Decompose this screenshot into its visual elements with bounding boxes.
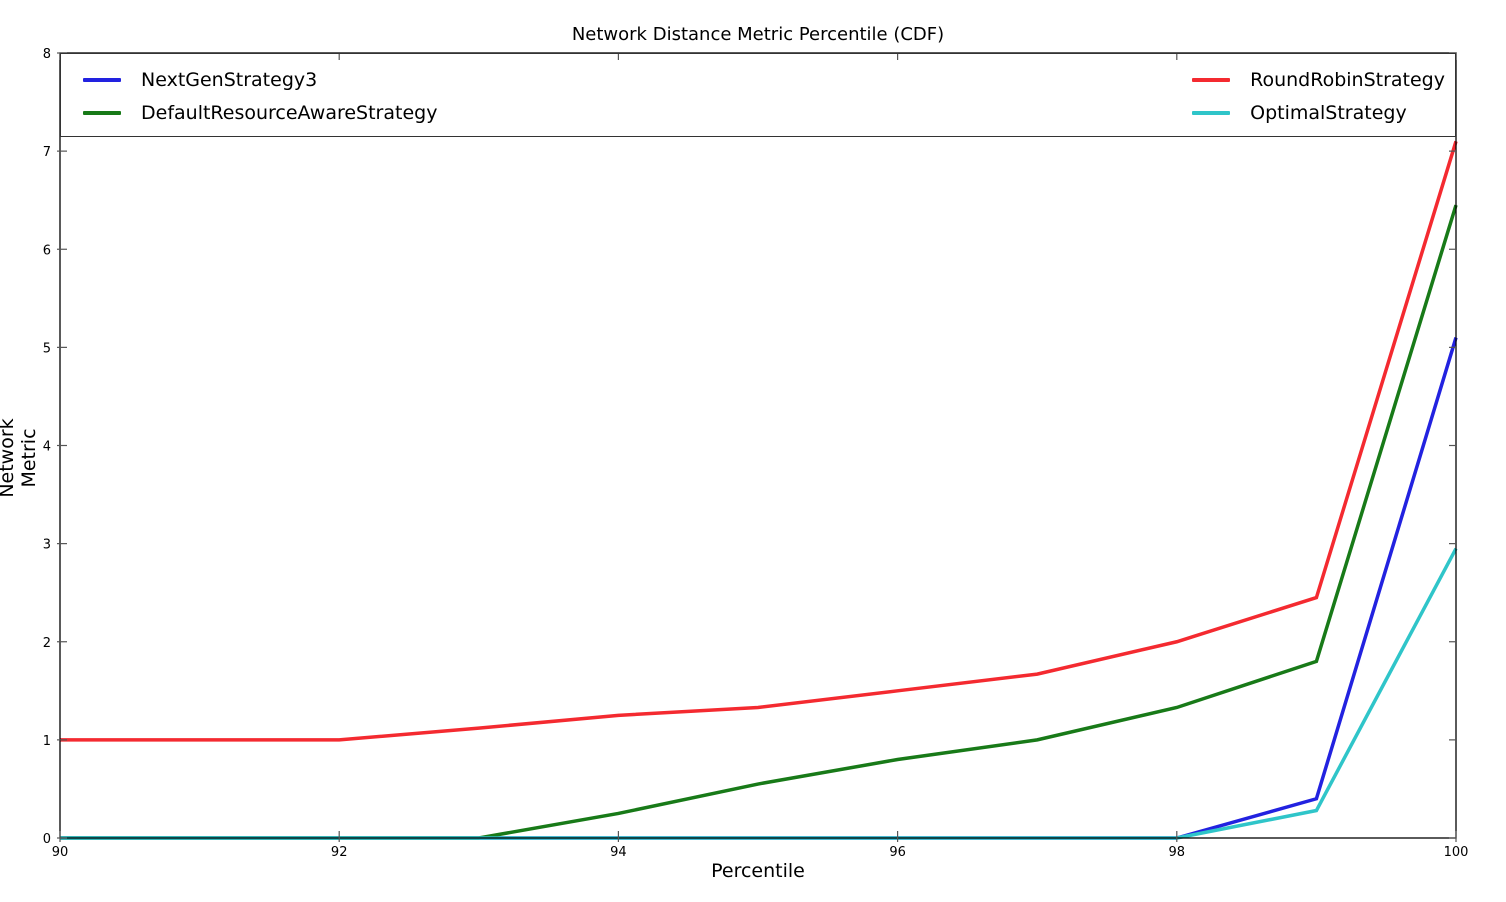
y-tick-label: 3 xyxy=(43,538,51,553)
legend: NextGenStrategy3 DefaultResourceAwareStr… xyxy=(60,53,1456,137)
x-tick-label: 96 xyxy=(889,845,906,860)
series-line-nextgenstrategy3 xyxy=(60,337,1458,840)
x-tick-label: 94 xyxy=(610,845,627,860)
chart-title: Network Distance Metric Percentile (CDF) xyxy=(571,24,945,45)
x-axis-label: Percentile xyxy=(711,860,805,882)
legend-item: NextGenStrategy3 xyxy=(83,63,437,96)
y-tick-label: 8 xyxy=(43,47,51,62)
legend-item: DefaultResourceAwareStrategy xyxy=(83,96,437,129)
y-tick-label: 5 xyxy=(43,341,51,356)
legend-label: RoundRobinStrategy xyxy=(1250,68,1445,91)
legend-column-left: NextGenStrategy3 DefaultResourceAwareStr… xyxy=(83,63,437,129)
series-line-optimalstrategy xyxy=(60,547,1458,840)
x-tick-label: 98 xyxy=(1169,845,1186,860)
line-swatch-icon xyxy=(1192,77,1231,82)
legend-label: DefaultResourceAwareStrategy xyxy=(141,101,438,124)
series-line-defaultresourceawarestrategy xyxy=(60,204,1458,840)
legend-label: NextGenStrategy3 xyxy=(141,68,318,91)
series-line-roundrobinstrategy xyxy=(60,140,1458,742)
y-axis-label: Network Metric xyxy=(0,418,40,498)
y-tick-label: 7 xyxy=(43,145,51,160)
y-tick-label: 1 xyxy=(43,734,51,749)
x-tick-label: 90 xyxy=(52,845,69,860)
y-tick-label: 4 xyxy=(43,440,51,455)
line-swatch-icon xyxy=(83,77,121,82)
plot-frame xyxy=(59,52,1457,839)
legend-label: OptimalStrategy xyxy=(1250,101,1407,124)
legend-item: RoundRobinStrategy xyxy=(1192,63,1445,96)
line-swatch-icon xyxy=(83,110,121,115)
y-tick-label: 0 xyxy=(43,832,51,847)
y-tick-label: 2 xyxy=(43,636,51,651)
legend-column-right: RoundRobinStrategy OptimalStrategy xyxy=(1192,63,1445,129)
y-tick-label: 6 xyxy=(43,243,51,258)
x-tick-label: 92 xyxy=(331,845,348,860)
line-swatch-icon xyxy=(1192,110,1231,115)
x-tick-label: 100 xyxy=(1444,845,1469,860)
legend-item: OptimalStrategy xyxy=(1192,96,1445,129)
